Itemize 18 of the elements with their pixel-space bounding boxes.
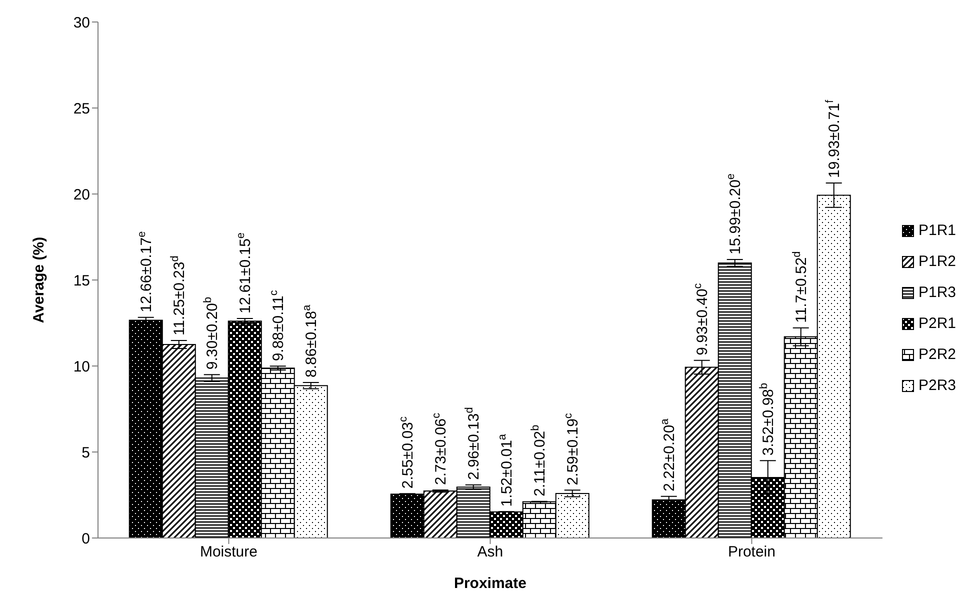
x-axis-title: Proximate bbox=[454, 575, 527, 592]
y-tick-label: 20 bbox=[73, 186, 90, 204]
y-tick-label: 5 bbox=[82, 444, 90, 462]
y-axis-title: Average (%) bbox=[30, 236, 48, 324]
y-tick-label: 0 bbox=[82, 530, 90, 548]
x-tick-label: Moisture bbox=[200, 544, 258, 561]
legend-label: P2R2 bbox=[918, 346, 956, 363]
y-tick-label: 25 bbox=[73, 100, 90, 118]
legend-label: P2R1 bbox=[918, 315, 956, 332]
legend-label: P1R3 bbox=[918, 284, 956, 301]
x-tick-label: Ash bbox=[477, 544, 504, 561]
legend-label: P2R3 bbox=[918, 377, 956, 394]
y-tick-label: 30 bbox=[73, 14, 90, 32]
x-tick-label: Protein bbox=[728, 544, 776, 561]
legend-label: P1R2 bbox=[918, 253, 956, 270]
legend-label: P1R1 bbox=[918, 222, 956, 239]
y-tick-label: 15 bbox=[73, 272, 90, 290]
y-tick-label: 10 bbox=[73, 358, 90, 376]
